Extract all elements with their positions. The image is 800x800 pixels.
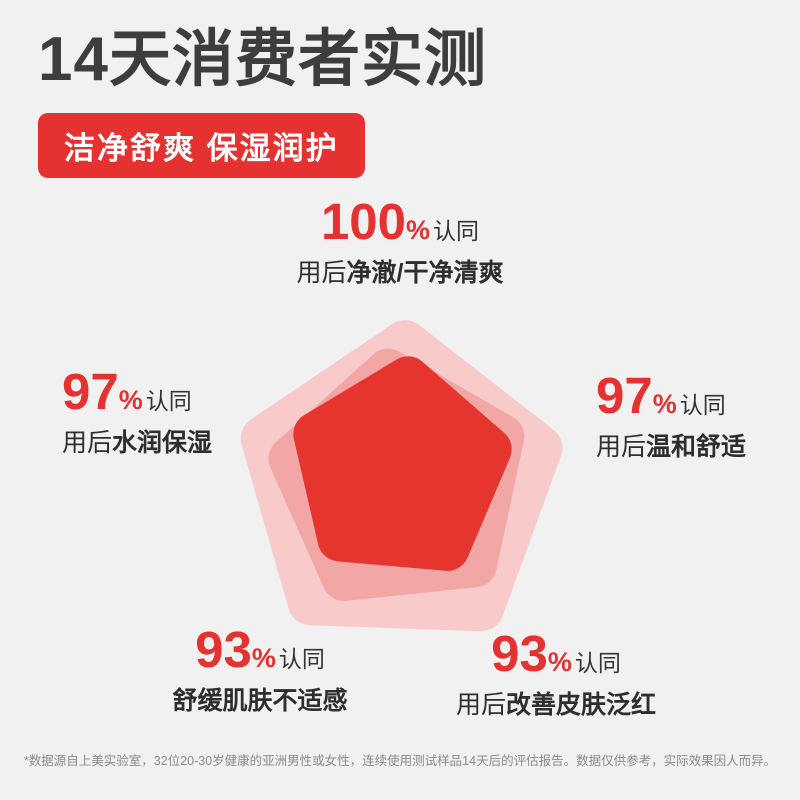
stat-number: 100 bbox=[320, 193, 407, 250]
agree-label: 认同 bbox=[574, 650, 621, 676]
percent-sign: % bbox=[251, 643, 276, 673]
data-source-footnote: *数据源自上美实验室，32位20-30岁健康的亚洲男性或女性，连续使用测试样品1… bbox=[23, 754, 777, 768]
stat-bottom-right-redness: 93% 认同 用后改善皮肤泛红 bbox=[456, 628, 656, 721]
percent-sign: % bbox=[547, 647, 572, 677]
stat-top-clean-fresh: 100% 认同 用后净澈/干净清爽 bbox=[297, 196, 504, 289]
agree-label: 认同 bbox=[145, 388, 192, 414]
stat-description: 用后水润保湿 bbox=[62, 423, 212, 459]
stat-value-line: 100% 认同 bbox=[297, 196, 504, 247]
agree-label: 认同 bbox=[278, 646, 325, 672]
subtitle-badge: 洁净舒爽 保湿润护 bbox=[38, 113, 365, 178]
stat-value-line: 93% 认同 bbox=[456, 628, 656, 679]
stat-right-gentle-comfort: 97% 认同 用后温和舒适 bbox=[596, 370, 746, 463]
subtitle-badge-label: 洁净舒爽 保湿润护 bbox=[64, 131, 339, 166]
desc-main: 净澈/干净清爽 bbox=[346, 259, 504, 287]
stat-description: 用后改善皮肤泛红 bbox=[456, 685, 656, 721]
stat-description: 用后温和舒适 bbox=[596, 427, 746, 463]
stat-number: 97 bbox=[596, 367, 653, 424]
desc-main: 水润保湿 bbox=[112, 429, 213, 457]
desc-main: 改善皮肤泛红 bbox=[506, 691, 657, 719]
agree-label: 认同 bbox=[679, 392, 726, 418]
stat-number: 93 bbox=[195, 621, 252, 678]
stat-left-moisturizing: 97% 认同 用后水润保湿 bbox=[62, 366, 212, 459]
stat-description: 用后净澈/干净清爽 bbox=[297, 253, 504, 289]
percent-sign: % bbox=[652, 389, 677, 419]
stat-description: 舒缓肌肤不适感 bbox=[172, 681, 347, 717]
desc-main: 温和舒适 bbox=[646, 433, 747, 461]
stat-bottom-left-soothing: 93% 认同 舒缓肌肤不适感 bbox=[172, 624, 347, 717]
desc-prefix: 用后 bbox=[596, 433, 647, 461]
desc-prefix: 用后 bbox=[62, 429, 113, 457]
desc-prefix: 用后 bbox=[455, 691, 506, 719]
stat-value-line: 97% 认同 bbox=[62, 366, 212, 417]
desc-prefix: 用后 bbox=[296, 259, 347, 287]
stat-value-line: 93% 认同 bbox=[172, 624, 347, 675]
percent-sign: % bbox=[118, 385, 143, 415]
stat-number: 97 bbox=[62, 363, 119, 420]
stat-number: 93 bbox=[491, 625, 548, 682]
stat-value-line: 97% 认同 bbox=[596, 370, 746, 421]
desc-main: 舒缓肌肤不适感 bbox=[172, 687, 348, 715]
pentagon-inner-layer bbox=[293, 356, 512, 571]
page-title: 14天消费者实测 bbox=[38, 25, 487, 94]
percent-sign: % bbox=[406, 215, 431, 245]
agree-label: 认同 bbox=[433, 218, 480, 244]
